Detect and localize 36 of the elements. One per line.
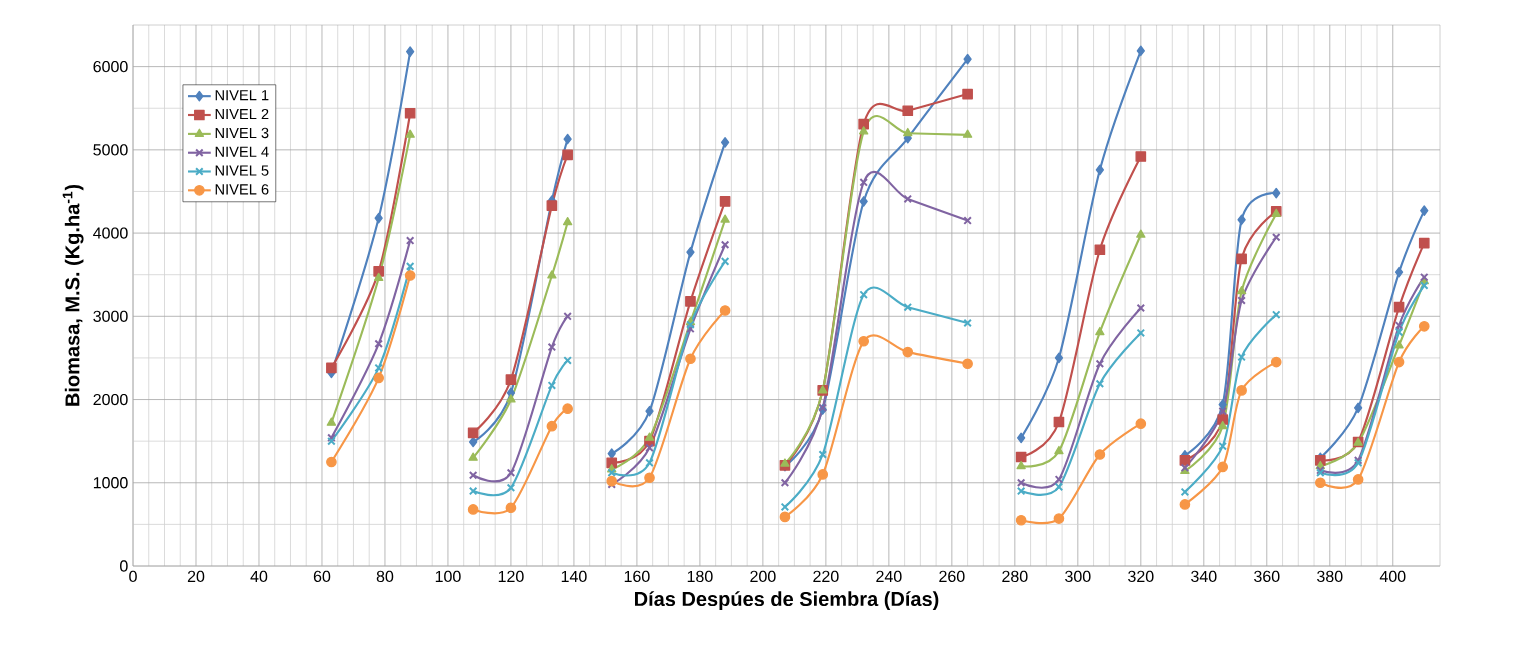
y-tick-label: 0	[120, 560, 128, 572]
x-tick-label: 240	[876, 570, 902, 583]
y-axis-title: Biomasa, M.S. (Kg.ha$^{-1}$)	[62, 184, 84, 406]
y-tick-label: 5000	[93, 144, 128, 156]
x-tick-label: 120	[498, 570, 524, 583]
legend-label: NIVEL 3	[215, 127, 269, 139]
legend-label: NIVEL 4	[215, 146, 269, 157]
x-tick-label: 280	[1002, 570, 1028, 583]
x-axis-title: Días Despúes de Siembra (Días)	[635, 591, 939, 610]
x-tick-label: 300	[1065, 570, 1091, 583]
x-tick-label: 160	[624, 570, 650, 583]
legend-label: NIVEL 6	[215, 184, 269, 195]
x-tick-label: 400	[1379, 570, 1406, 583]
y-tick-label: 1000	[93, 477, 128, 489]
legend-label: NIVEL 5	[215, 165, 269, 176]
x-tick-label: 180	[687, 570, 713, 583]
x-tick-label: 140	[561, 570, 587, 583]
x-tick-label: 0	[129, 570, 137, 583]
legend-label: NIVEL 2	[215, 108, 269, 120]
x-tick-label: 100	[435, 570, 461, 583]
x-tick-label: 340	[1191, 570, 1217, 583]
x-tick-label: 20	[187, 570, 205, 583]
y-tick-label: 3000	[93, 310, 128, 322]
x-tick-label: 320	[1128, 570, 1154, 583]
x-tick-label: 360	[1254, 570, 1280, 583]
x-tick-label: 60	[313, 570, 331, 583]
x-tick-label: 380	[1317, 570, 1343, 583]
y-tick-label: 4000	[93, 227, 128, 239]
y-tick-label: 2000	[93, 393, 128, 406]
x-tick-label: 80	[376, 570, 394, 583]
x-tick-label: 40	[250, 570, 268, 583]
x-tick-label: 260	[939, 570, 965, 583]
legend-label: NIVEL 1	[215, 90, 269, 101]
x-tick-label: 200	[750, 570, 776, 583]
y-tick-label: 6000	[93, 60, 128, 73]
x-tick-label: 220	[813, 570, 839, 583]
